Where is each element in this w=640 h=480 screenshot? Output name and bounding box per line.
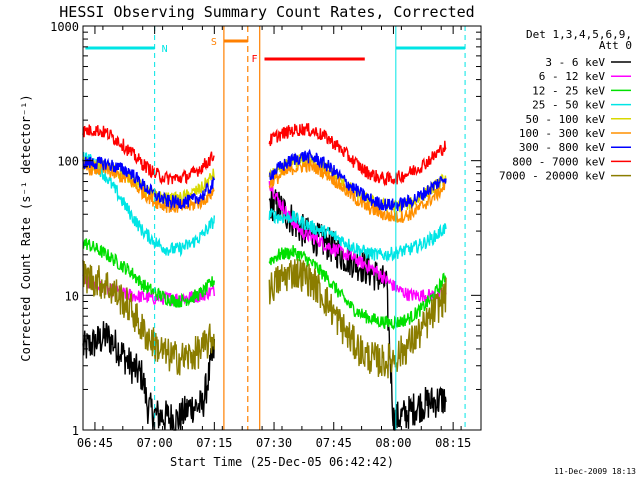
legend-label-25-50-kev: 25 - 50 keV: [532, 99, 605, 112]
legend-label-7000-20000-kev: 7000 - 20000 keV: [499, 170, 605, 183]
legend-label-12-25-kev: 12 - 25 keV: [532, 84, 605, 97]
series-line-25-50-kev-segment-1: [82, 152, 215, 258]
series-25-50-kev: [82, 152, 447, 263]
night-marker-label: N: [162, 44, 168, 55]
series-line-800-7000-kev-segment-1: [82, 124, 215, 186]
y-tick-label-100: 100: [57, 155, 79, 169]
series-line-25-50-kev-segment-2: [268, 208, 447, 263]
legend-label-300-800-kev: 300 - 800 keV: [519, 141, 605, 154]
x-tick-label-07-15: 07:15: [196, 436, 232, 450]
plot-area: N S F: [82, 26, 466, 431]
legend-header-detectors: Det 1,3,4,5,6,9,: [526, 28, 632, 41]
series-800-7000-kev: [82, 123, 447, 187]
series-line-12-25-kev-segment-2: [268, 245, 447, 331]
legend-header-attenuator: Att 0: [599, 39, 632, 52]
x-axis-label: Start Time (25-Dec-05 06:42:42): [170, 455, 394, 469]
series-line-3-6-kev-segment-1: [82, 321, 215, 431]
series-12-25-kev: [82, 238, 447, 331]
legend-label-100-300-kev: 100 - 300 keV: [519, 127, 605, 140]
x-tick-label-07-45: 07:45: [316, 436, 352, 450]
chart-title: HESSI Observing Summary Count Rates, Cor…: [59, 3, 474, 21]
y-tick-label-1: 1: [72, 424, 79, 438]
y-tick-label-10: 10: [65, 289, 79, 303]
series-line-12-25-kev-segment-1: [82, 238, 215, 308]
legend-label-3-6-kev: 3 - 6 keV: [545, 56, 605, 69]
generation-timestamp: 11-Dec-2009 18:13: [554, 467, 636, 476]
legend-label-800-7000-kev: 800 - 7000 keV: [512, 155, 605, 168]
x-tick-label-06-45: 06:45: [77, 436, 113, 450]
series-line-800-7000-kev-segment-2: [268, 123, 447, 187]
y-axis-ticks: 1 10 100 1000: [50, 20, 481, 438]
series-line-7000-20000-kev-segment-2: [268, 258, 447, 379]
series-line-6-12-kev-segment-2: [268, 181, 447, 304]
flare-marker-label: F: [251, 54, 257, 65]
x-axis-ticks: 06:45 07:00 07:15 07:30 07:45 08:00 08:15: [77, 26, 482, 450]
series-layer: [82, 123, 447, 431]
y-axis-label: Corrected Count Rate (s⁻¹ detector⁻¹): [19, 94, 33, 361]
series-line-300-800-kev-segment-2: [269, 148, 447, 212]
x-tick-label-08-15: 08:15: [435, 436, 471, 450]
saa-marker-label: S: [211, 37, 217, 48]
series-7000-20000-kev: [82, 258, 447, 379]
series-300-800-kev: [82, 148, 447, 212]
legend-label-6-12-kev: 6 - 12 keV: [539, 70, 606, 83]
series-line-100-300-kev-segment-1: [82, 161, 215, 213]
series-line-7000-20000-kev-segment-1: [82, 259, 215, 376]
x-tick-label-07-30: 07:30: [256, 436, 292, 450]
series-line-300-800-kev-segment-1: [82, 156, 215, 211]
marker-layer: N S F: [85, 26, 466, 430]
legend-label-50-100-kev: 50 - 100 keV: [526, 113, 606, 126]
x-tick-label-07-00: 07:00: [137, 436, 173, 450]
y-tick-label-1000: 1000: [50, 20, 79, 34]
x-tick-label-08-00: 08:00: [375, 436, 411, 450]
